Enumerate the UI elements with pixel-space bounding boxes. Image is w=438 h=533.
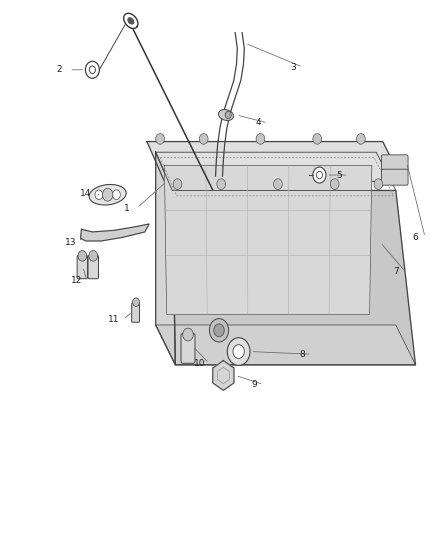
Circle shape: [199, 134, 208, 144]
Circle shape: [89, 251, 98, 261]
Text: 11: 11: [108, 315, 119, 324]
Circle shape: [217, 179, 226, 189]
Text: 2: 2: [57, 66, 63, 74]
Text: 1: 1: [124, 204, 130, 213]
Circle shape: [225, 111, 231, 119]
Text: 13: 13: [65, 238, 76, 247]
Text: 3: 3: [290, 63, 296, 71]
Text: 9: 9: [251, 380, 257, 389]
Text: 12: 12: [71, 276, 83, 285]
FancyBboxPatch shape: [181, 334, 195, 364]
FancyBboxPatch shape: [132, 303, 140, 322]
FancyBboxPatch shape: [381, 169, 408, 185]
Circle shape: [102, 188, 113, 201]
Text: 10: 10: [194, 359, 205, 368]
FancyBboxPatch shape: [381, 155, 408, 171]
Ellipse shape: [219, 109, 233, 120]
Circle shape: [214, 324, 224, 337]
Polygon shape: [128, 18, 134, 24]
Polygon shape: [81, 224, 149, 241]
Circle shape: [330, 179, 339, 189]
Ellipse shape: [89, 184, 126, 205]
Circle shape: [183, 328, 193, 341]
Circle shape: [313, 134, 321, 144]
Circle shape: [313, 167, 326, 183]
Polygon shape: [147, 142, 403, 181]
Polygon shape: [124, 13, 138, 28]
Circle shape: [85, 61, 99, 78]
Text: 7: 7: [393, 268, 399, 276]
Circle shape: [89, 66, 95, 74]
Circle shape: [95, 190, 103, 199]
Polygon shape: [155, 152, 175, 365]
Circle shape: [209, 319, 229, 342]
Polygon shape: [164, 165, 372, 314]
FancyBboxPatch shape: [88, 255, 99, 279]
Circle shape: [173, 179, 182, 189]
Text: 8: 8: [299, 350, 305, 359]
Circle shape: [155, 134, 164, 144]
Circle shape: [78, 251, 87, 261]
Text: 5: 5: [336, 171, 342, 180]
Text: 6: 6: [413, 233, 418, 242]
Circle shape: [227, 338, 250, 366]
Polygon shape: [155, 325, 416, 365]
FancyBboxPatch shape: [77, 255, 88, 279]
Polygon shape: [172, 190, 416, 365]
Circle shape: [233, 345, 244, 359]
Circle shape: [256, 134, 265, 144]
Text: 4: 4: [255, 118, 261, 127]
Polygon shape: [213, 361, 234, 390]
Circle shape: [133, 298, 140, 306]
Circle shape: [374, 179, 383, 189]
Circle shape: [316, 171, 322, 179]
Circle shape: [357, 134, 365, 144]
Circle shape: [113, 190, 120, 199]
Circle shape: [274, 179, 283, 189]
Text: 14: 14: [80, 189, 92, 198]
